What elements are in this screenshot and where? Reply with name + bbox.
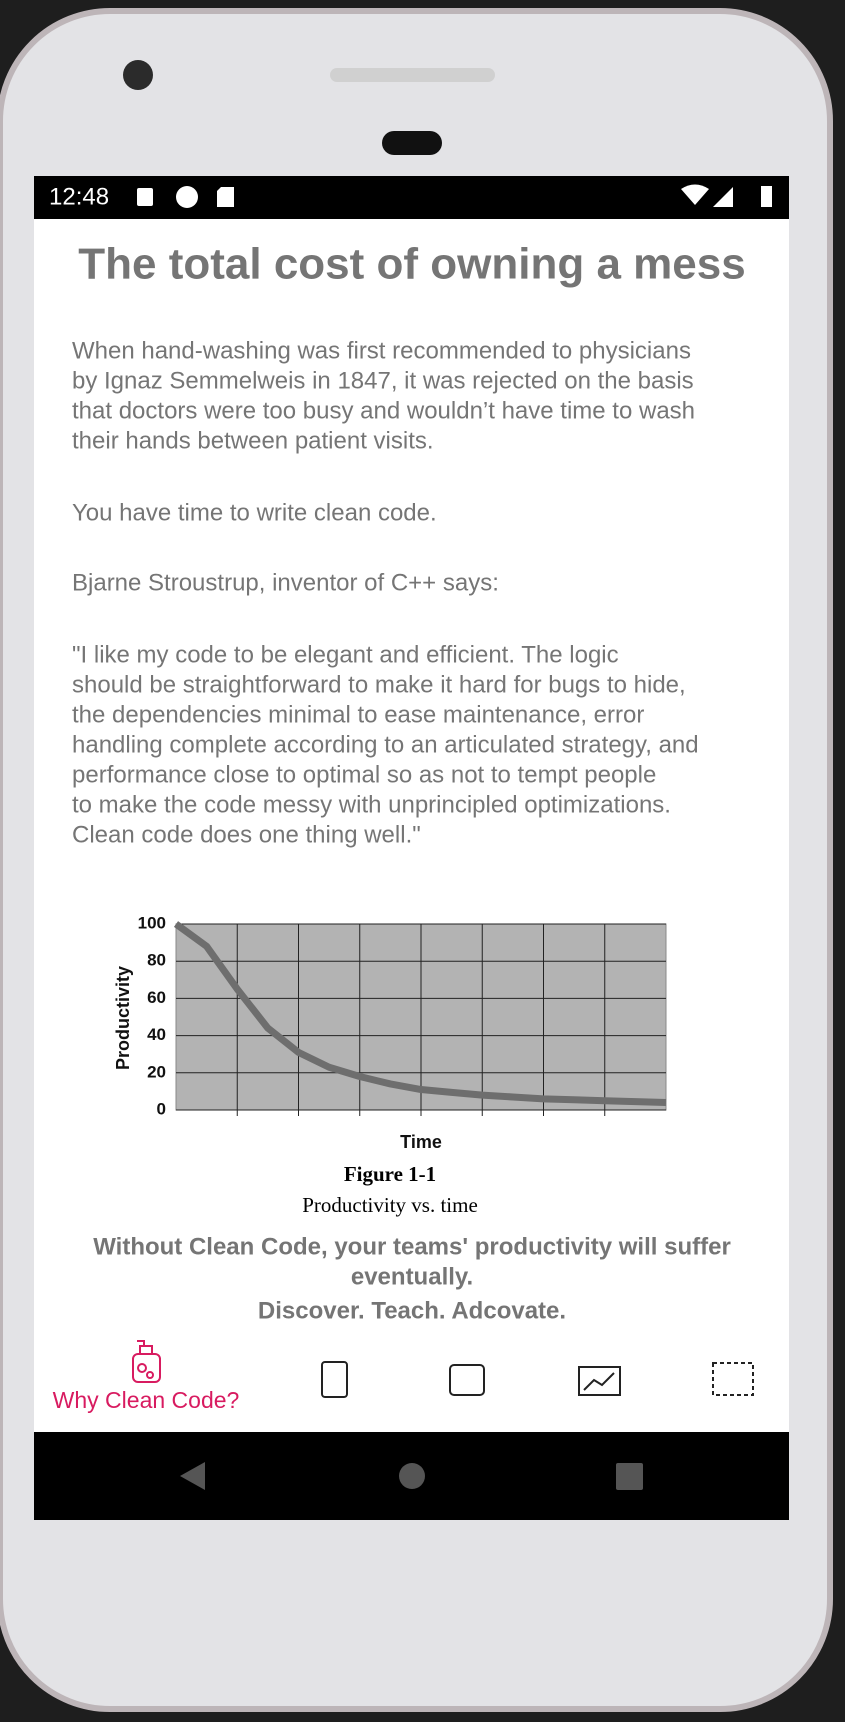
camera [123,60,153,90]
paragraph-line: performance close to optimal so as not t… [72,761,656,788]
status-time: 12:48 [49,183,109,210]
home-button[interactable] [399,1463,425,1489]
figure-caption: Productivity vs. time [302,1193,478,1217]
speaker [330,68,495,82]
wifi-icon [681,184,709,205]
y-tick-label: 60 [147,988,166,1007]
paragraph-line: Bjarne Stroustrup, inventor of C++ says: [72,569,499,596]
nav-tab-label[interactable]: Why Clean Code? [53,1387,240,1413]
figure-label: Figure 1-1 [344,1162,436,1186]
y-tick-label: 100 [138,913,166,932]
bottom-nav: Why Clean Code? [53,1340,754,1413]
paragraph-line: "I like my code to be elegant and effici… [72,641,619,668]
signal-icon [713,187,733,207]
battery-icon [761,186,772,207]
y-tick-label: 80 [147,951,166,970]
y-tick-label: 20 [147,1062,166,1081]
paragraph-line: by Ignaz Semmelweis in 1847, it was reje… [72,367,694,394]
paragraph-line: the dependencies minimal to ease mainten… [72,701,644,728]
status-icon [217,187,234,207]
sensor [382,131,442,155]
y-tick-label: 40 [147,1025,166,1044]
nav-tab-icon[interactable] [578,1366,621,1396]
paragraph-line: their hands between patient visits. [72,427,434,454]
paragraph-line: When hand-washing was first recommended … [72,337,691,364]
paragraph-line: You have time to write clean code. [72,499,437,526]
article: When hand-washing was first recommended … [72,337,699,848]
recents-button[interactable] [616,1463,643,1490]
nav-tab-icon[interactable] [449,1364,485,1396]
display [34,176,789,1520]
productivity-curve [173,921,667,1107]
status-icon [137,188,153,206]
status-bar [34,176,789,219]
status-icon [176,186,198,208]
paragraph-line: handling complete according to an articu… [72,731,699,758]
nav-tab-icon[interactable] [712,1362,754,1396]
tagline: eventually. [351,1263,473,1290]
productivity-figure: 0 20 40 60 80 100 Productivity Time [113,913,667,1152]
nav-tab-why[interactable] [132,1340,161,1383]
y-tick-label: 0 [157,1099,166,1118]
nav-tab-icon[interactable] [321,1361,348,1398]
y-axis-label: Productivity [113,966,133,1070]
paragraph-line: to make the code messy with unprincipled… [72,791,671,818]
tagline: Without Clean Code, your teams' producti… [93,1233,731,1260]
x-axis-label: Time [400,1132,442,1152]
back-button[interactable] [180,1462,205,1490]
tagline: Discover. Teach. Adcovate. [258,1297,566,1324]
page-title: The total cost of owning a mess [78,240,745,289]
paragraph-line: Clean code does one thing well." [72,821,421,848]
paragraph-line: should be straightforward to make it har… [72,671,686,698]
paragraph-line: that doctors were too busy and wouldn’t … [72,397,695,424]
